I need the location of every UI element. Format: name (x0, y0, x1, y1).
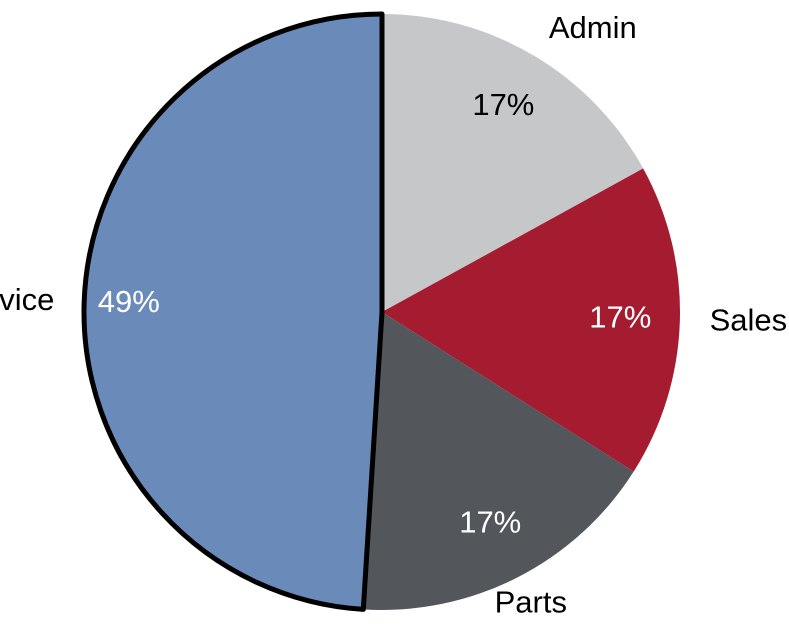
pie-slice (382, 168, 681, 472)
value-label: 17% (589, 300, 651, 335)
category-label: Service (0, 282, 54, 317)
category-label: Admin (549, 10, 637, 45)
pie-slice (81, 11, 385, 612)
value-label: 17% (459, 505, 521, 540)
pie-slice (382, 14, 644, 312)
value-label: 49% (98, 284, 160, 319)
category-label: Sales (710, 302, 788, 337)
value-label: 17% (472, 87, 534, 122)
pie-slice (363, 312, 634, 610)
category-label: Parts (495, 584, 567, 619)
